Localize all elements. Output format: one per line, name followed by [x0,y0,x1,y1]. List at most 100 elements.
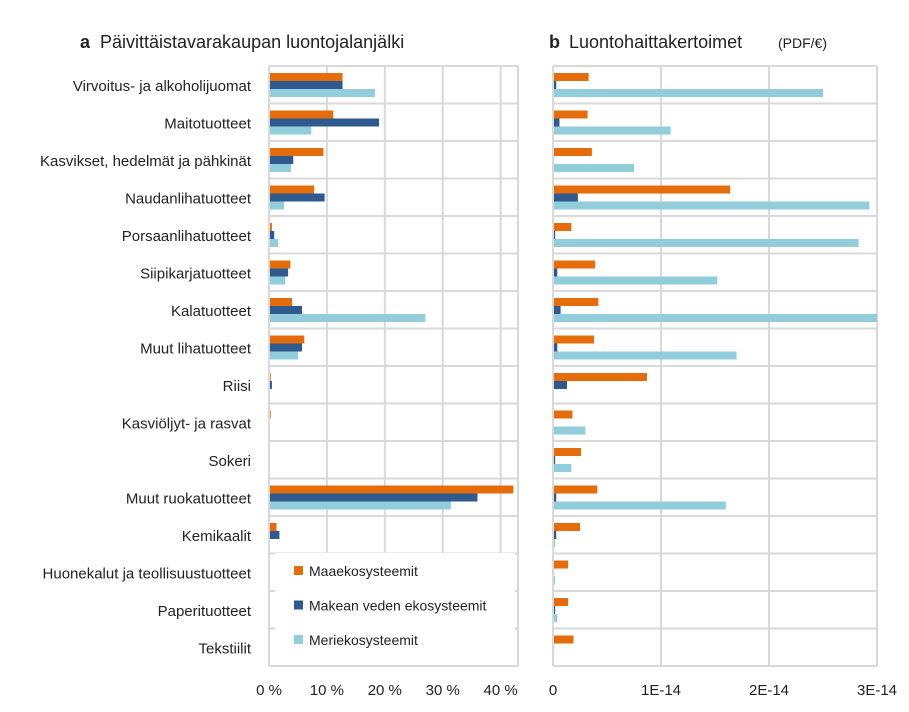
bar-land [269,223,272,231]
legend-background [275,553,515,665]
legend-swatch [294,566,303,575]
legend-swatch [294,635,303,644]
bar-land [269,73,343,81]
panel-a-title: Päivittäistavarakaupan luontojalanjälki [100,32,404,52]
bar-land [553,448,582,456]
category-label: Sokeri [208,453,251,470]
bar-freshwater [553,193,578,202]
legend-swatch [294,600,303,610]
panel-a-letter: a [80,32,91,52]
bar-marine [553,239,859,247]
category-label: Virvoitus- ja alkoholijuomat [73,78,252,95]
panel-b-letter: b [549,32,560,52]
category-label: Kalatuotteet [171,303,252,320]
bar-freshwater [269,381,272,389]
bar-freshwater [553,456,556,464]
bar-marine [269,314,426,322]
bar-marine [553,464,572,472]
x-tick-label: 0 [549,682,557,699]
x-tick-label: 1E-14 [641,682,681,699]
bar-freshwater [553,493,557,502]
bar-freshwater [269,81,343,89]
bar-freshwater [553,606,556,614]
bar-land [553,523,580,531]
bar-land [553,260,596,269]
bar-freshwater [269,156,294,164]
bar-land [553,335,595,344]
bar-marine [269,201,285,210]
bar-freshwater [553,268,558,277]
x-tick-label: 0 % [256,682,282,699]
category-label: Kasvikset, hedelmät ja pähkinät [40,153,252,170]
bar-marine [553,201,870,210]
bar-freshwater [269,531,280,539]
bar-freshwater [553,343,558,352]
panel-b-title: Luontohaittakertoimet [569,32,742,52]
bar-freshwater [553,306,561,314]
bar-land [553,148,592,156]
legend-label: Makean veden ekosysteemit [309,598,487,614]
category-label: Muut ruokatuotteet [126,490,252,507]
bar-marine [553,89,823,97]
bar-land [269,110,334,119]
bar-land [553,635,574,644]
bar-freshwater [553,231,556,239]
category-label: Muut lihatuotteet [140,340,252,357]
category-label: Riisi [223,378,251,395]
bar-marine [553,426,586,435]
category-label: Maitotuotteet [164,115,252,132]
bar-land [269,485,514,494]
bar-freshwater [269,268,289,277]
x-tick-label: 10 % [310,682,344,699]
bar-freshwater [553,118,560,127]
bar-marine [553,276,718,285]
bar-freshwater [269,306,303,314]
bar-land [553,223,572,231]
bar-marine [553,351,737,360]
legend-label: Meriekosysteemit [309,632,418,648]
x-tick-label: 30 % [426,682,460,699]
bar-marine [269,501,451,510]
bar-marine [269,164,292,172]
bar-land [269,335,305,344]
bar-land [269,185,315,194]
bar-land [553,298,599,306]
x-tick-label: 40 % [484,682,518,699]
bar-land [553,373,647,381]
x-tick-label: 20 % [368,682,402,699]
category-label: Kemikaalit [182,528,252,545]
x-tick-label: 3E-14 [857,682,897,699]
bar-marine [269,89,375,97]
bar-land [269,298,293,306]
category-label: Kasviöljyt- ja rasvat [122,415,252,432]
bar-marine [269,276,286,285]
bar-marine [553,501,726,510]
legend-label: Maaekosysteemit [309,563,418,579]
bar-freshwater [553,81,557,89]
category-label: Porsaanlihatuotteet [122,228,252,245]
bar-freshwater [269,493,478,502]
bar-land [269,148,324,156]
bar-marine [553,576,556,585]
bar-land [553,185,731,194]
bar-land [553,598,569,606]
bar-freshwater [269,231,275,239]
bar-marine [553,126,671,135]
bar-land [269,523,277,531]
category-label: Huonekalut ja teollisuustuotteet [43,565,252,582]
bar-marine [269,126,312,135]
bar-land [553,485,598,494]
bar-freshwater [269,118,380,127]
x-tick-label: 2E-14 [749,682,789,699]
category-label: Siipikarjatuotteet [140,265,252,282]
bar-land [553,560,569,569]
legend: Maaekosysteemit Makean veden ekosysteemit… [294,563,487,648]
bar-marine [553,539,556,547]
bar-marine [553,614,558,622]
panel-b-title-unit: (PDF/€) [778,35,827,51]
bar-freshwater [553,531,557,539]
bar-land [553,110,588,119]
bar-marine [553,314,877,322]
category-label: Naudanlihatuotteet [125,190,252,207]
